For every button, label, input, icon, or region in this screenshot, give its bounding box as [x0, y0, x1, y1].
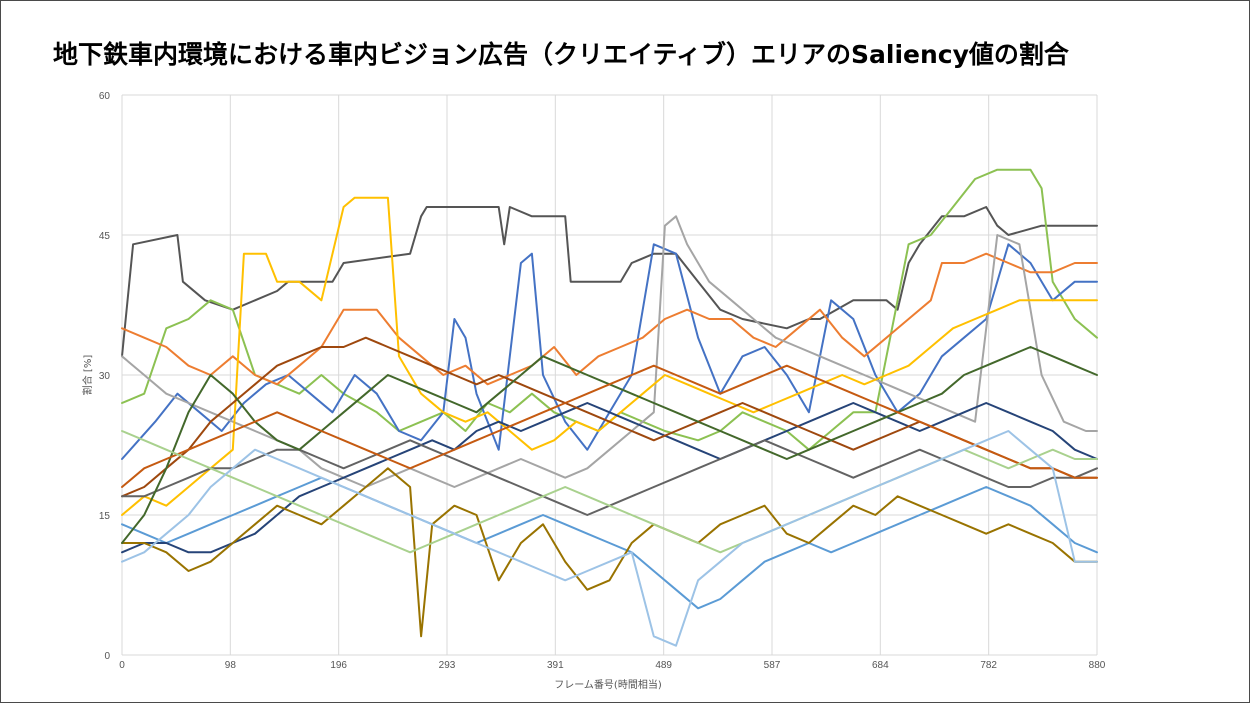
series-line-6 [121, 196, 1098, 516]
x-tick-label: 391 [547, 660, 564, 671]
series-line-11 [121, 467, 1098, 638]
slide-title: 地下鉄車内環境における車内ビジョン広告（クリエイティブ）エリアのSaliency… [53, 40, 1069, 69]
series-line-1 [121, 206, 1098, 358]
series-layer [121, 168, 1098, 647]
x-tick-label: 98 [225, 660, 237, 671]
series-line-10 [121, 439, 1098, 516]
x-tick-label: 0 [119, 660, 125, 671]
y-tick-label: 15 [99, 511, 111, 522]
grid-lines [121, 94, 1098, 656]
series-line-13 [121, 364, 1098, 488]
series-line-15 [121, 430, 1098, 647]
x-axis-label: フレーム番号(時間相当) [554, 678, 662, 691]
x-tick-label: 196 [330, 660, 347, 671]
y-tick-label: 60 [99, 91, 111, 102]
y-tick-label: 45 [99, 231, 111, 242]
x-tick-label: 880 [1089, 660, 1106, 671]
series-line-3 [121, 243, 1098, 460]
y-tick-label: 30 [99, 371, 111, 382]
x-tick-label: 489 [655, 660, 672, 671]
x-tick-label: 684 [872, 660, 889, 671]
y-tick-label: 0 [104, 651, 110, 662]
x-tick-label: 782 [980, 660, 997, 671]
series-line-4 [121, 252, 1098, 386]
series-line-7 [121, 476, 1098, 610]
x-tick-labels: 0 98 196 293 391 489 587 684 782 880 [119, 660, 1106, 671]
x-tick-label: 293 [439, 660, 456, 671]
x-tick-label: 587 [764, 660, 781, 671]
y-axis-label: 割合 [%] [81, 355, 94, 396]
series-line-2 [121, 168, 1098, 451]
y-tick-labels: 0 15 30 45 60 [99, 91, 111, 662]
series-line-8 [121, 402, 1098, 554]
